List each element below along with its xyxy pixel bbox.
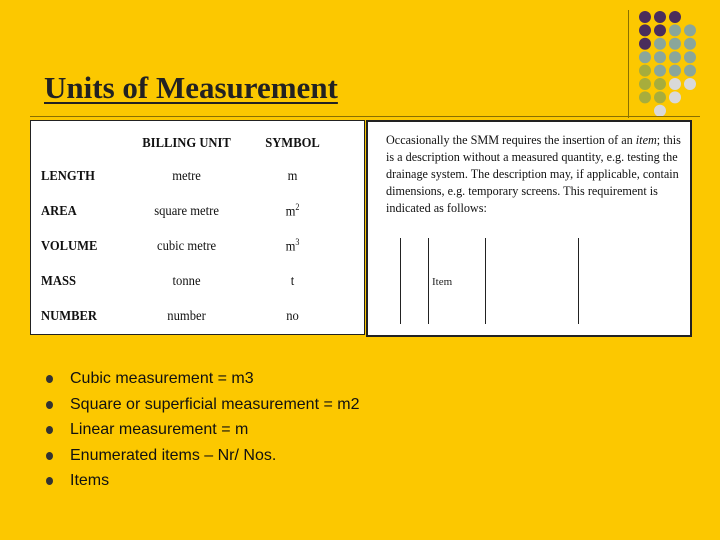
- bullet-item: Linear measurement = m: [44, 417, 359, 443]
- dot: [654, 37, 666, 50]
- dot: [639, 64, 651, 77]
- dot: [684, 24, 696, 37]
- bullet-item: Enumerated items – Nr/ Nos.: [44, 443, 359, 469]
- dot: [684, 51, 696, 64]
- dot: [639, 11, 651, 23]
- dot: [669, 37, 681, 50]
- decoration: [639, 11, 696, 117]
- unit: square metre: [154, 203, 219, 219]
- rule-line: [400, 238, 401, 324]
- unit: cubic metre: [156, 238, 217, 254]
- units-table-image: BILLING UNIT SYMBOL LENGTH metre m AREA squa…: [30, 120, 365, 335]
- symbol: no: [286, 308, 299, 324]
- table-row: LENGTH metre m: [41, 159, 332, 194]
- item: AREA: [41, 203, 77, 219]
- column-header: BILLING UNIT: [142, 136, 231, 151]
- symbol: m: [285, 204, 296, 220]
- dot: [669, 64, 681, 77]
- dot: [684, 37, 696, 50]
- table-row: NUMBER number no: [41, 299, 332, 334]
- unit: number: [167, 308, 206, 324]
- dot: [669, 24, 681, 37]
- item: LENGTH: [41, 168, 95, 184]
- symbol: m: [285, 239, 296, 255]
- dot: [684, 78, 696, 90]
- note-text: Occasionally the SMM requires the insert…: [386, 132, 686, 217]
- dot: [654, 104, 666, 117]
- dot: [669, 51, 681, 64]
- dot: [684, 64, 696, 77]
- symbol-cell: no: [253, 299, 331, 334]
- divider: [30, 116, 700, 117]
- bullet-list: Cubic measurement = m3 Square or superfic…: [44, 366, 359, 494]
- dot: [639, 78, 651, 90]
- symbol: m: [287, 168, 298, 184]
- dot: [654, 91, 666, 104]
- bullet-item: Items: [44, 468, 359, 494]
- dot: [654, 11, 666, 23]
- unit: metre: [172, 168, 201, 184]
- dot: [669, 78, 681, 90]
- symbol-cell: t: [253, 264, 331, 299]
- text: item: [635, 133, 657, 147]
- dot: [669, 11, 681, 23]
- rule-line: [578, 238, 579, 324]
- dot: [654, 64, 666, 77]
- bullet-item: Cubic measurement = m3: [44, 366, 359, 392]
- item: VOLUME: [41, 238, 98, 254]
- item: MASS: [41, 273, 77, 289]
- item-label: Item: [432, 276, 453, 288]
- dot: [654, 24, 666, 37]
- symbol-cell: m: [253, 159, 331, 194]
- divider: [628, 10, 629, 118]
- symbol: t: [290, 273, 295, 289]
- text: ; this is a description without a measur…: [386, 133, 681, 215]
- dot: [639, 51, 651, 64]
- bullet-item: Square or superficial measurement = m2: [44, 392, 359, 418]
- dot: [669, 91, 681, 104]
- text: Occasionally the SMM requires the insert…: [386, 133, 636, 147]
- symbol-cell: m2: [253, 194, 331, 229]
- dot: [654, 51, 666, 64]
- dot: [654, 78, 666, 90]
- table-row: AREA square metre m2: [41, 194, 332, 229]
- table-row: MASS tonne t: [41, 264, 332, 299]
- unit: tonne: [172, 273, 201, 289]
- dot: [639, 37, 651, 50]
- rule-line: [428, 238, 429, 324]
- dot: [639, 24, 651, 37]
- slide-title: Units of Measurement: [44, 70, 338, 105]
- superscript: 2: [295, 202, 300, 213]
- rule-line: [485, 238, 486, 324]
- table-row: VOLUME cubic metre m3: [41, 229, 332, 264]
- item: NUMBER: [41, 308, 98, 324]
- table-header: BILLING UNIT SYMBOL: [41, 129, 332, 159]
- symbol-cell: m3: [253, 229, 331, 264]
- item-note-image: Occasionally the SMM requires the insert…: [366, 120, 692, 337]
- superscript: 3: [295, 237, 300, 248]
- column-header: SYMBOL: [265, 136, 320, 151]
- units-table: BILLING UNIT SYMBOL LENGTH metre m AREA squa…: [41, 129, 332, 334]
- dot: [639, 91, 651, 104]
